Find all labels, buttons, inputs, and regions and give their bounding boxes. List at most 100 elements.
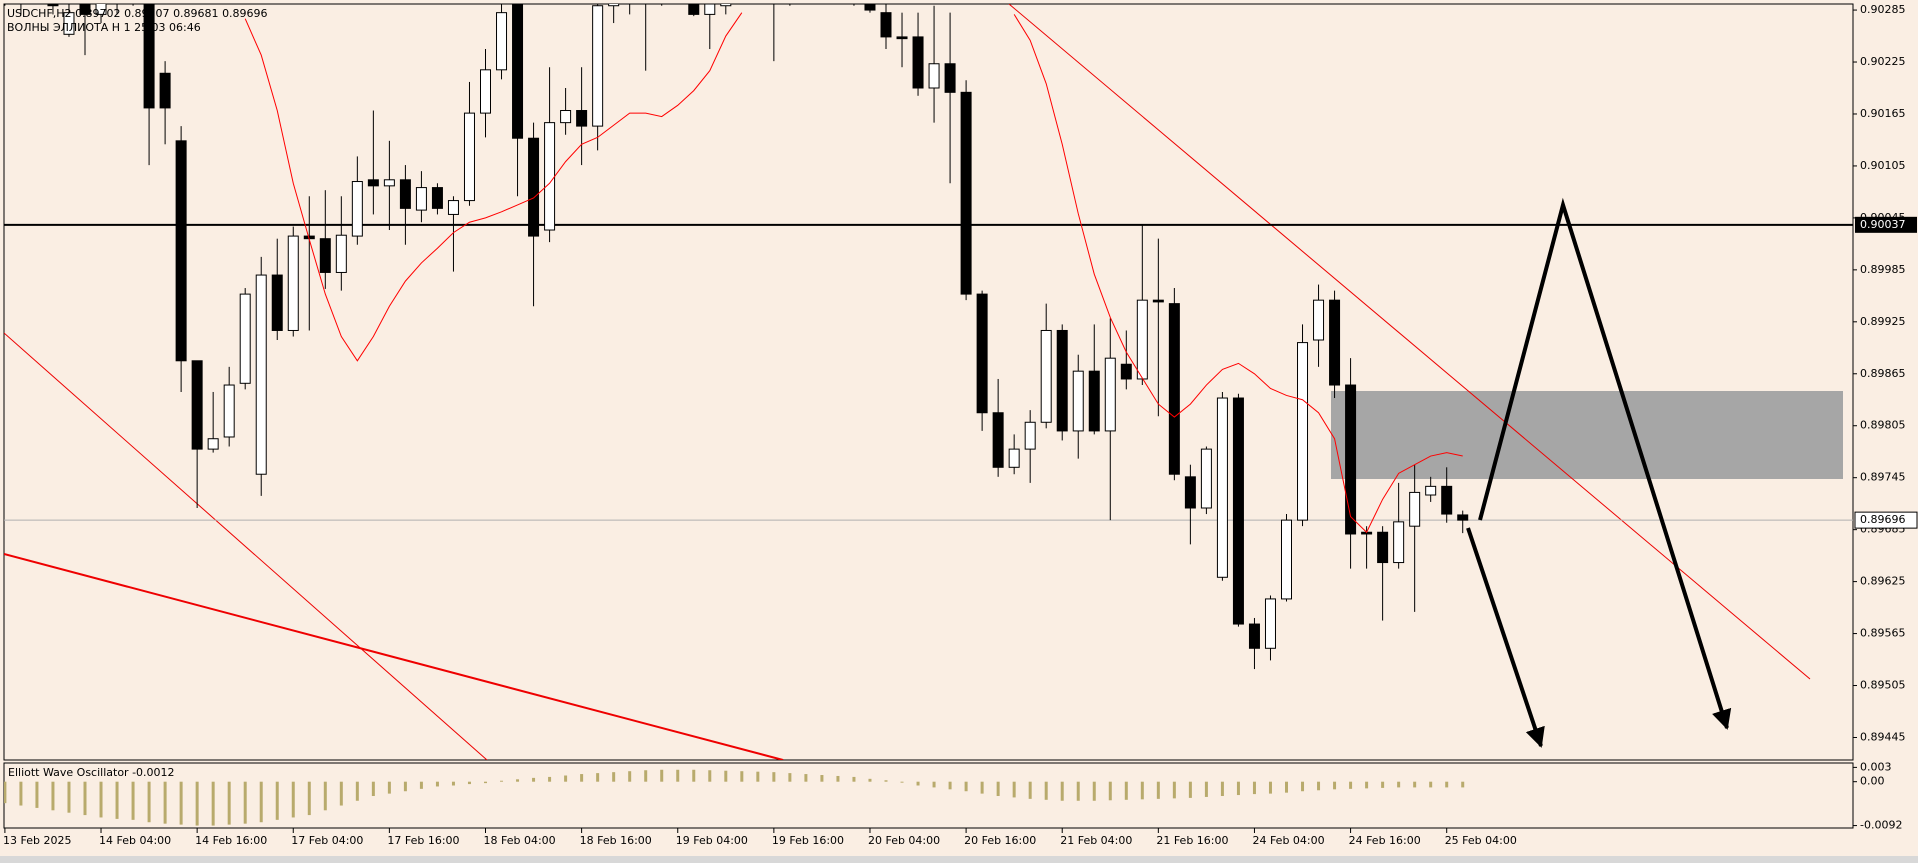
x-tick-label: 25 Feb 04:00	[1445, 834, 1517, 847]
candle-body	[1329, 299, 1341, 386]
x-tick-label: 19 Feb 04:00	[676, 834, 748, 847]
y-tick-label: 0.90225	[1860, 55, 1906, 68]
x-tick-label: 21 Feb 04:00	[1060, 834, 1132, 847]
candle-body	[95, 4, 107, 15]
trend-line	[4, 553, 784, 760]
level-label: 0.90037	[1860, 218, 1906, 231]
candle-body	[496, 12, 508, 71]
x-tick-label: 20 Feb 16:00	[964, 834, 1036, 847]
x-tick-label: 24 Feb 16:00	[1349, 834, 1421, 847]
candle-body	[1008, 448, 1020, 468]
x-tick-label: 14 Feb 16:00	[195, 834, 267, 847]
candle-body	[720, 4, 732, 7]
candle-body	[1425, 485, 1437, 496]
scrollbar	[0, 856, 1918, 863]
candle-body	[399, 179, 411, 209]
y-tick-label: 0.89865	[1860, 367, 1906, 380]
candle-body	[1152, 299, 1164, 303]
candle-body	[576, 110, 588, 127]
candle-body	[560, 110, 572, 124]
candle-body	[383, 179, 395, 187]
price-panel	[3, 3, 1854, 761]
candle-body	[1393, 521, 1405, 564]
candle-body	[928, 63, 940, 89]
candle-body	[47, 4, 59, 7]
subtitle: ВОЛНЫ ЭЛЛИОТА Н 1 25.03 06:46	[7, 21, 201, 34]
candle-body	[191, 360, 203, 450]
candle-body	[896, 36, 908, 40]
candle-body	[1184, 476, 1196, 509]
y-tick-label: 0.89805	[1860, 419, 1906, 432]
bid-label: 0.89696	[1860, 513, 1906, 526]
candle-body	[1409, 491, 1421, 527]
moving-average	[244, 12, 1463, 534]
x-tick-label: 21 Feb 16:00	[1156, 834, 1228, 847]
candle-body	[463, 112, 475, 202]
x-tick-label: 18 Feb 04:00	[484, 834, 556, 847]
candle-body	[976, 293, 988, 414]
candle-body	[1136, 299, 1148, 380]
y-tick-label: 0.89925	[1860, 315, 1906, 328]
candle-body	[480, 69, 491, 114]
candle-body	[944, 63, 956, 93]
candle-body	[1297, 342, 1309, 521]
y-tick-label: 0.003	[1860, 760, 1892, 773]
candle-body	[63, 12, 75, 35]
symbol: USDCHF,H2 0.89702 0.89707 0.89681 0.8969…	[7, 7, 268, 20]
candle-body	[1264, 598, 1276, 649]
y-tick-label: -0.0092	[1860, 819, 1902, 832]
candle-body	[592, 5, 604, 127]
candle-body	[287, 235, 299, 331]
candle-body	[528, 137, 540, 237]
bid-label-box	[1854, 511, 1918, 529]
candle-body	[1232, 397, 1244, 625]
y-tick-label: 0.90105	[1860, 159, 1906, 172]
y-tick-label: 0.89445	[1860, 730, 1906, 743]
forecast-arrow	[1478, 197, 1732, 730]
candle-body	[367, 179, 379, 187]
candle-body	[1056, 329, 1068, 432]
candle-body	[223, 384, 235, 438]
candle-body	[608, 4, 620, 7]
y-tick-label: 0.89625	[1860, 575, 1906, 588]
candle-body	[335, 234, 347, 273]
candle-body	[1216, 397, 1228, 578]
candle-body	[447, 200, 459, 215]
candle-body	[1200, 448, 1212, 509]
candle-body	[271, 274, 283, 331]
oscillator-plot	[4, 769, 1465, 826]
trend-line	[4, 332, 488, 760]
oscillator-title: Elliott Wave Oscillator -0.0012	[8, 766, 175, 779]
plot	[4, 4, 1853, 670]
oscillator-panel	[3, 762, 1854, 829]
candle-body	[912, 36, 924, 89]
candle-body	[960, 91, 972, 295]
candle-body	[415, 187, 427, 211]
candle-body	[864, 4, 876, 11]
x-tick-label: 24 Feb 04:00	[1252, 834, 1324, 847]
candle-body	[319, 238, 331, 273]
y-tick-label: 0.89985	[1860, 263, 1906, 276]
candle-body	[512, 4, 524, 139]
candle-body	[159, 72, 171, 109]
candle-body	[880, 12, 892, 38]
candle-body	[1441, 485, 1453, 515]
candle-body	[1040, 329, 1052, 423]
candle-body	[1168, 303, 1180, 475]
candle-body	[704, 4, 716, 15]
x-tick-label: 14 Feb 04:00	[99, 834, 171, 847]
candle-body	[351, 181, 363, 237]
candle-body	[1248, 623, 1260, 649]
x-tick-label: 20 Feb 04:00	[868, 834, 940, 847]
candle-body	[143, 4, 155, 109]
candle-body	[1313, 299, 1325, 341]
forecast-arrow	[1466, 527, 1545, 748]
candle-body	[544, 122, 556, 231]
x-tick-label: 13 Feb 2025	[3, 834, 71, 847]
y-tick-label: 0.89505	[1860, 679, 1906, 692]
candle-body	[1088, 370, 1100, 432]
y-tick-label: 0.89745	[1860, 471, 1906, 484]
candle-body	[1345, 384, 1357, 535]
x-tick-label: 17 Feb 04:00	[291, 834, 363, 847]
